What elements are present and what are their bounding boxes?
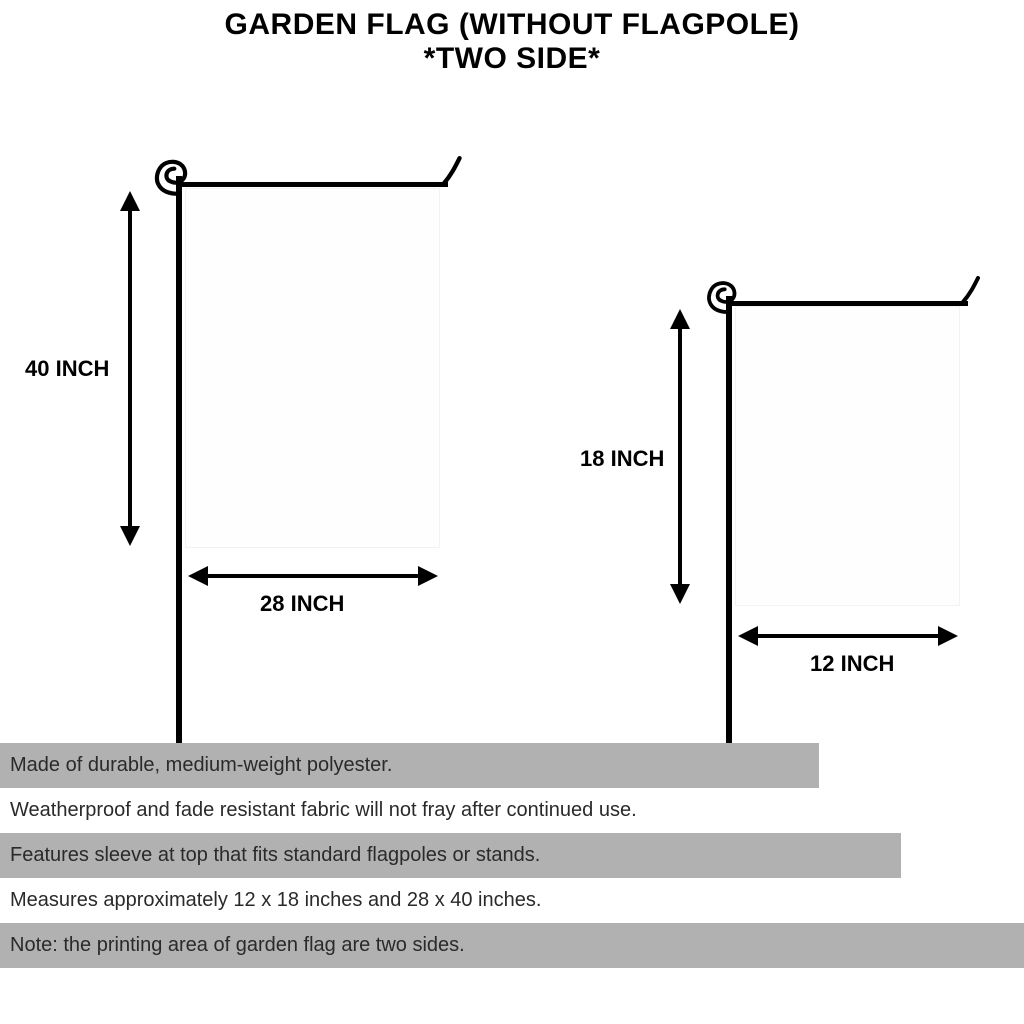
large-flag-coil <box>147 154 189 196</box>
large-flag-width-label: 28 INCH <box>260 591 344 617</box>
info-row-4: Note: the printing area of garden flag a… <box>0 923 1024 968</box>
small-flag-hook <box>960 276 980 304</box>
small-flag-pole-left <box>726 296 732 796</box>
small-flag-v-arrow-line <box>678 329 682 584</box>
large-flag-v-arrow-up <box>120 191 140 211</box>
small-flag-crossbar <box>730 301 968 306</box>
small-flag-flag-rect <box>735 306 960 606</box>
small-flag-v-arrow-down <box>670 584 690 604</box>
large-flag-flag-rect <box>185 188 440 548</box>
title-line-2: *TWO SIDE* <box>0 42 1024 76</box>
title-block: GARDEN FLAG (WITHOUT FLAGPOLE) *TWO SIDE… <box>0 0 1024 76</box>
diagram-area: 40 INCH 28 INCH 18 INCH 12 INCH <box>0 76 1024 736</box>
large-flag-pole-left <box>176 176 182 796</box>
info-row-3: Measures approximately 12 x 18 inches an… <box>0 878 1024 923</box>
large-flag-v-arrow-line <box>128 211 132 526</box>
small-flag-h-arrow-left <box>738 626 758 646</box>
large-flag-v-arrow-down <box>120 526 140 546</box>
small-flag-h-arrow-right <box>938 626 958 646</box>
info-row-2: Features sleeve at top that fits standar… <box>0 833 901 878</box>
info-table: Made of durable, medium-weight polyester… <box>0 743 1024 968</box>
small-flag-height-label: 18 INCH <box>580 446 664 472</box>
info-row-0: Made of durable, medium-weight polyester… <box>0 743 819 788</box>
small-flag-h-arrow-line <box>758 634 938 638</box>
large-flag-crossbar <box>180 182 448 187</box>
title-line-1: GARDEN FLAG (WITHOUT FLAGPOLE) <box>0 8 1024 42</box>
small-flag-width-label: 12 INCH <box>810 651 894 677</box>
large-flag-h-arrow-left <box>188 566 208 586</box>
small-flag-v-arrow-up <box>670 309 690 329</box>
large-flag-h-arrow-line <box>208 574 418 578</box>
large-flag-height-label: 40 INCH <box>25 356 109 382</box>
info-row-1: Weatherproof and fade resistant fabric w… <box>0 788 983 833</box>
large-flag-hook <box>440 156 462 186</box>
small-flag-coil <box>700 276 738 314</box>
large-flag-h-arrow-right <box>418 566 438 586</box>
